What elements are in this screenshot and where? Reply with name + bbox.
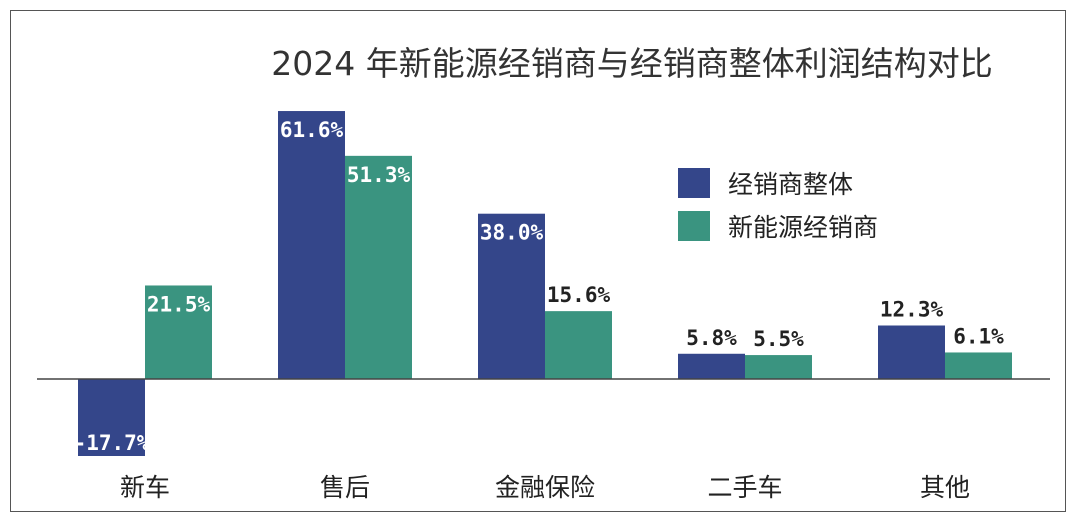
value-label-dealers-overall-3: 5.8% <box>686 326 737 350</box>
value-label-nev-dealers-3: 5.5% <box>753 327 804 351</box>
bar-dealers-overall-4 <box>878 325 945 379</box>
bars <box>78 111 1012 456</box>
value-label-nev-dealers-0: 21.5% <box>147 292 211 316</box>
category-label-1: 售后 <box>320 473 370 502</box>
legend-swatch-series-1 <box>678 211 710 241</box>
bar-dealers-overall-2 <box>478 213 545 379</box>
value-label-dealers-overall-0: -17.7% <box>74 431 150 455</box>
value-label-dealers-overall-4: 12.3% <box>880 297 944 321</box>
category-label-0: 新车 <box>120 473 170 502</box>
value-label-nev-dealers-1: 51.3% <box>347 163 411 187</box>
bar-dealers-overall-0 <box>78 379 145 456</box>
category-labels: 新车 售后 金融保险 二手车 其他 <box>120 473 970 502</box>
category-label-3: 二手车 <box>707 473 782 502</box>
chart-title: 2024 年新能源经销商与经销商整体利润结构对比 <box>271 44 992 83</box>
category-label-4: 其他 <box>920 473 970 502</box>
value-label-dealers-overall-1: 61.6% <box>280 118 344 142</box>
bar-nev-dealers-1 <box>345 155 412 379</box>
legend-label-series-0: 经销商整体 <box>728 170 853 199</box>
value-label-nev-dealers-4: 6.1% <box>953 324 1004 348</box>
bar-nev-dealers-3 <box>745 355 812 379</box>
bar-nev-dealers-4 <box>945 352 1012 379</box>
bar-nev-dealers-2 <box>545 311 612 379</box>
category-label-2: 金融保险 <box>495 473 595 502</box>
value-label-dealers-overall-2: 38.0% <box>480 221 544 245</box>
value-labels: -17.7% 21.5% 61.6%51.3% 38.0% 15.6% 5.8% 5.5% 1… <box>74 118 1005 455</box>
legend: 经销商整体 新能源经销商 <box>678 168 878 242</box>
bar-nev-dealers-0 <box>145 285 212 379</box>
legend-label-series-1: 新能源经销商 <box>728 213 878 242</box>
bar-dealers-overall-1 <box>278 111 345 379</box>
bar-dealers-overall-3 <box>678 353 745 379</box>
value-label-nev-dealers-2: 15.6% <box>547 283 611 307</box>
legend-swatch-series-0 <box>678 168 710 198</box>
